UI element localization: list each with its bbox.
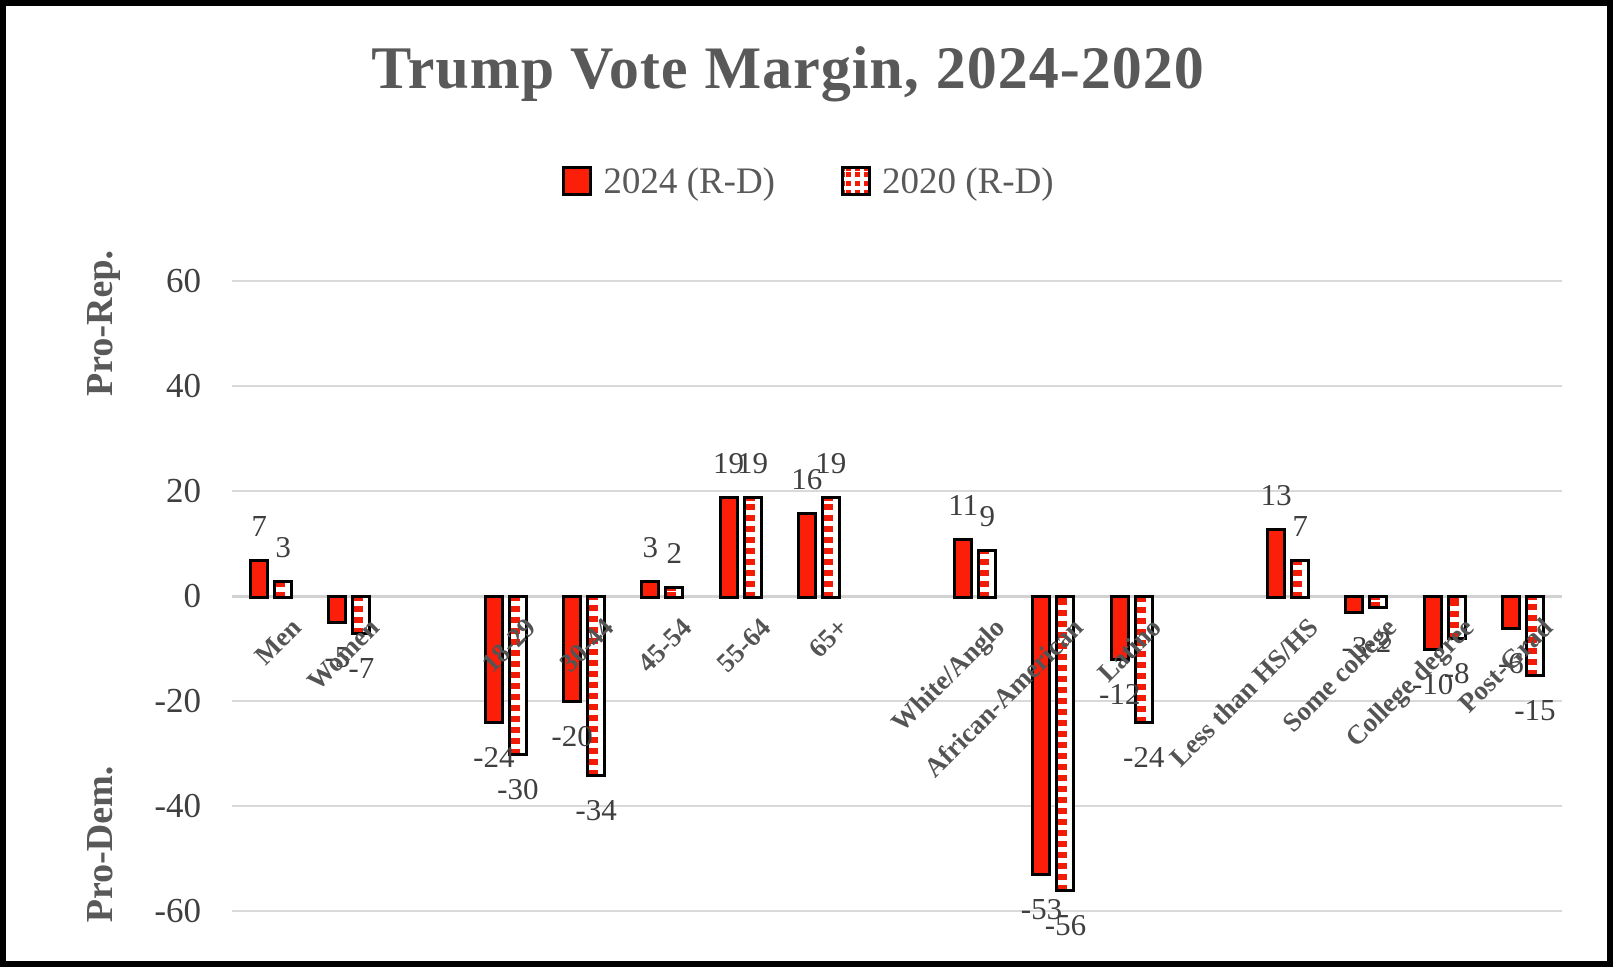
bar-2020-college-degree (1446, 595, 1467, 640)
value-label-2020-latino: -24 (1123, 739, 1165, 774)
value-label-2020-45-54: 2 (666, 534, 683, 570)
gridline (232, 490, 1562, 492)
value-label-2020-less-than-hs-hs: 7 (1292, 508, 1308, 544)
bar-2020-some-college (1368, 595, 1389, 609)
bar-2024-white-anglo (953, 538, 974, 599)
value-label-2024-45-54: 3 (642, 529, 659, 565)
y-tick-label: 0 (183, 576, 202, 615)
value-label-2024-african-american: -53 (1020, 891, 1063, 927)
value-label-2024-less-than-hs-hs: 13 (1260, 476, 1292, 512)
bar-2024-45-54 (640, 580, 661, 599)
value-label-2020-men: 3 (275, 529, 291, 565)
value-label-2020-post-grad: -15 (1514, 691, 1556, 727)
bar-2020-65 (820, 496, 841, 599)
bar-2020-30-44 (586, 595, 607, 777)
bar-2024-30-44 (562, 595, 583, 703)
value-label-2024-18-29: -24 (473, 739, 515, 774)
bar-2024-65 (796, 512, 817, 599)
category-label-text: 65+ (802, 612, 854, 664)
gridline (232, 910, 1562, 912)
value-label-2024-post-grad: -6 (1497, 644, 1524, 680)
bar-2020-45-54 (664, 585, 685, 599)
value-label-2020-some-college: -2 (1365, 623, 1392, 659)
bar-2024-55-64 (718, 496, 739, 599)
legend: 2024 (R-D) 2020 (R-D) (6, 156, 1607, 206)
bar-2020-less-than-hs-hs (1290, 559, 1311, 599)
gridline (232, 280, 1562, 282)
bar-2024-college-degree (1422, 595, 1443, 651)
category-label-text: 45-54 (631, 612, 698, 678)
value-label-2024-30-44: -20 (551, 718, 593, 753)
bar-2024-men (249, 559, 270, 599)
value-label-2020-women: -7 (348, 649, 375, 685)
y-tick-label: -20 (154, 681, 201, 720)
bar-2024-latino (1109, 595, 1130, 661)
value-label-2024-some-college: -3 (1341, 628, 1368, 664)
y-tick-label: 60 (166, 261, 201, 300)
bar-2020-white-anglo (977, 548, 998, 599)
bar-2024-african-american (1031, 595, 1052, 877)
value-label-2024-college-degree: -10 (1411, 665, 1454, 701)
value-label-2024-65: 16 (791, 461, 823, 496)
value-label-2024-latino: -12 (1099, 676, 1141, 711)
bar-2024-post-grad (1500, 595, 1521, 630)
category-label-text: 55-64 (709, 612, 776, 678)
y-tick-label: 20 (166, 471, 201, 510)
legend-label-2024: 2024 (R-D) (603, 160, 775, 202)
value-label-2024-women: -5 (324, 639, 351, 675)
value-label-2020-college-degree: -8 (1443, 655, 1470, 690)
gridline (232, 700, 1562, 702)
bar-2020-latino (1133, 595, 1154, 724)
chart-title: Trump Vote Margin, 2024-2020 (371, 35, 1205, 101)
bar-2024-less-than-hs-hs (1266, 527, 1287, 599)
value-label-2020-65: 19 (815, 445, 847, 481)
bar-2020-african-american (1055, 595, 1076, 892)
gridline (232, 805, 1562, 807)
value-label-2020-white-anglo: 9 (979, 497, 995, 533)
value-label-2020-18-29: -30 (497, 770, 539, 806)
legend-label-2020: 2020 (R-D) (882, 160, 1054, 202)
y-tick-label: -40 (154, 786, 201, 825)
x-axis-line (232, 595, 1562, 598)
value-label-2024-55-64: 19 (713, 445, 745, 481)
gridline (232, 385, 1562, 387)
legend-swatch-dotted-icon (841, 166, 871, 196)
bar-2020-18-29 (507, 595, 528, 756)
value-label-2020-african-american: -56 (1044, 907, 1087, 942)
bar-2020-55-64 (742, 496, 763, 599)
y-tick-label: 40 (166, 366, 201, 405)
legend-item-2024: 2024 (R-D) (562, 160, 775, 203)
bar-2024-18-29 (483, 595, 504, 724)
bar-2024-women (327, 595, 348, 625)
legend-swatch-solid-icon (562, 166, 593, 196)
bar-2024-some-college (1344, 595, 1365, 614)
y-tick-label: -60 (154, 891, 201, 930)
value-label-2024-white-anglo: 11 (948, 487, 979, 523)
bar-2020-men (273, 580, 294, 599)
value-label-2024-men: 7 (251, 508, 267, 544)
value-label-2020-30-44: -34 (575, 791, 617, 827)
bar-2020-women (351, 595, 372, 635)
bar-2020-post-grad (1524, 595, 1545, 677)
value-label-2020-55-64: 19 (737, 445, 769, 481)
legend-item-2020: 2020 (R-D) (841, 160, 1054, 203)
